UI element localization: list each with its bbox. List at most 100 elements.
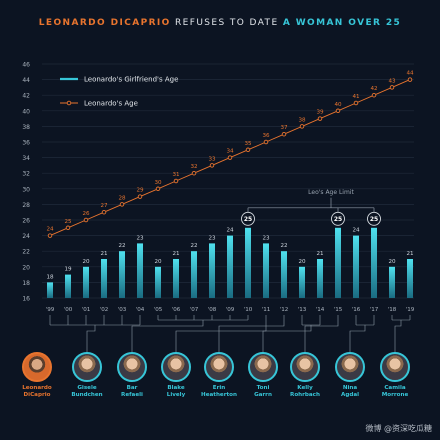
girlfriend-age-bars	[47, 227, 413, 298]
girlfriend-age-bar	[371, 227, 377, 298]
leo-age-point	[299, 124, 305, 129]
y-tick-label: 24	[22, 233, 30, 240]
girlfriend-age-bar	[47, 282, 53, 298]
leo-age-label: 43	[388, 78, 396, 84]
watermark: 微博 @资深吃瓜糖	[365, 424, 432, 433]
x-tick-label: '05	[154, 307, 163, 313]
person-leonardo: Leonardo DiCaprio	[16, 352, 58, 399]
people-row: Leonardo DiCaprio Gisele Bundchen Bar Refaeli…	[0, 352, 440, 432]
leo-age-label: 29	[136, 188, 144, 194]
person-camila: Camila Morrone	[374, 352, 416, 399]
avatar	[161, 352, 191, 382]
x-tick-label: '12	[280, 307, 289, 313]
bar-value-label: 20	[298, 259, 306, 265]
leo-age-point	[389, 85, 395, 90]
bar-value-label: 25	[244, 216, 252, 223]
girlfriend-age-bar	[407, 259, 413, 298]
y-tick-label: 20	[22, 264, 30, 271]
leo-age-line: 24 25 26 27 28 29 30 31 32 33 34 35 36 37 38 39 40 41 42 43…	[46, 71, 414, 238]
leo-age-point	[65, 225, 71, 231]
leo-age-point	[317, 116, 323, 121]
girlfriend-age-bar	[353, 235, 359, 298]
leo-age-point	[47, 233, 53, 238]
avatar	[117, 352, 147, 382]
person-name: Kelly Rohrbach	[284, 385, 326, 399]
girlfriend-age-bar	[173, 259, 179, 298]
x-tick-label: '16	[352, 307, 361, 313]
leo-age-point	[281, 131, 287, 137]
age-limit-marker	[241, 211, 255, 226]
leo-age-point	[191, 170, 197, 176]
girlfriend-age-bar	[299, 266, 305, 298]
person-name: Bar Refaeli	[111, 385, 153, 399]
person-kelly: Kelly Rohrbach	[284, 352, 326, 399]
y-tick-label: 26	[22, 218, 30, 225]
leo-age-point	[173, 178, 179, 184]
bar-value-label: 25	[370, 216, 378, 223]
bar-value-label: 22	[190, 243, 197, 249]
connector-line	[131, 320, 204, 356]
bar-value-label: 21	[100, 251, 108, 257]
girlfriend-age-bar	[119, 251, 125, 298]
girlfriend-age-bar	[83, 266, 89, 298]
leo-age-label: 28	[118, 195, 126, 201]
x-tick-label: '03	[118, 307, 127, 313]
legend-label-girlfriend: Leonardo's Girlfriend's Age	[84, 76, 178, 84]
connector-line	[86, 325, 96, 356]
y-tick-label: 30	[22, 186, 30, 193]
avatar	[22, 352, 52, 382]
avatar	[380, 352, 410, 382]
girlfriend-age-bar	[137, 243, 143, 298]
girlfriend-age-bar	[263, 243, 269, 298]
leo-age-label: 33	[208, 156, 216, 162]
person-toni: Toni Garrn	[242, 352, 284, 399]
x-tick-label: '11	[262, 307, 271, 313]
legend: Leonardo's Girlfriend's Age Leonardo's Ag…	[60, 76, 178, 108]
leo-age-point	[335, 108, 341, 114]
leo-age-label: 36	[262, 133, 270, 139]
bar-value-label: 21	[172, 251, 180, 257]
person-blake: Blake Lively	[155, 352, 197, 399]
y-tick-label: 38	[22, 124, 30, 131]
x-tick-label: '13	[298, 307, 307, 313]
person-name-line: Garrn	[254, 392, 272, 398]
girlfriend-age-bar	[65, 274, 71, 298]
person-name-line: Kelly	[297, 385, 313, 391]
leo-age-point	[155, 186, 161, 192]
person-nina: Nina Agdal	[329, 352, 371, 399]
bar-value-label: 19	[64, 267, 72, 273]
x-tick-label: '09	[226, 307, 235, 313]
leo-age-label: 41	[352, 94, 360, 100]
leo-age-point	[83, 217, 89, 223]
legend-marker-leo	[66, 100, 72, 106]
leo-age-label: 37	[280, 125, 288, 131]
girlfriend-age-bar	[155, 266, 161, 298]
bar-value-label: 22	[118, 243, 125, 249]
title-part-refuses: REFUSES TO DATE	[175, 18, 279, 28]
bar-value-label: 24	[352, 228, 360, 234]
connector-line	[262, 325, 312, 356]
person-name: Erin Heatherton	[198, 385, 240, 399]
y-tick-label: 28	[22, 202, 30, 209]
age-limit-label: Leo's Age Limit	[308, 189, 354, 196]
bar-value-label: 21	[406, 251, 414, 257]
title-part-leonardo: LEONARDO DICAPRIO	[38, 18, 171, 28]
bar-value-label: 21	[316, 251, 324, 257]
leo-age-label: 24	[46, 227, 54, 233]
x-tick-label: '99	[46, 307, 55, 313]
y-axis: 16 18 20 22 24 26 28 30 32 34 36 38 40 42 44 46	[22, 62, 30, 303]
person-name-line: Toni	[256, 385, 270, 391]
girlfriend-age-bar	[209, 243, 215, 298]
connector-line	[218, 315, 285, 356]
girlfriend-age-bar	[281, 251, 287, 298]
y-tick-label: 46	[22, 62, 30, 69]
person-erin: Erin Heatherton	[198, 352, 240, 399]
avatar	[248, 352, 278, 382]
person-name-line: Bundchen	[71, 392, 103, 398]
person-name-line: Bar	[126, 385, 138, 391]
leo-age-label: 42	[370, 86, 377, 92]
leo-age-point	[227, 155, 233, 160]
leo-age-label: 31	[172, 172, 180, 178]
avatar	[204, 352, 234, 382]
y-tick-label: 22	[22, 249, 30, 256]
